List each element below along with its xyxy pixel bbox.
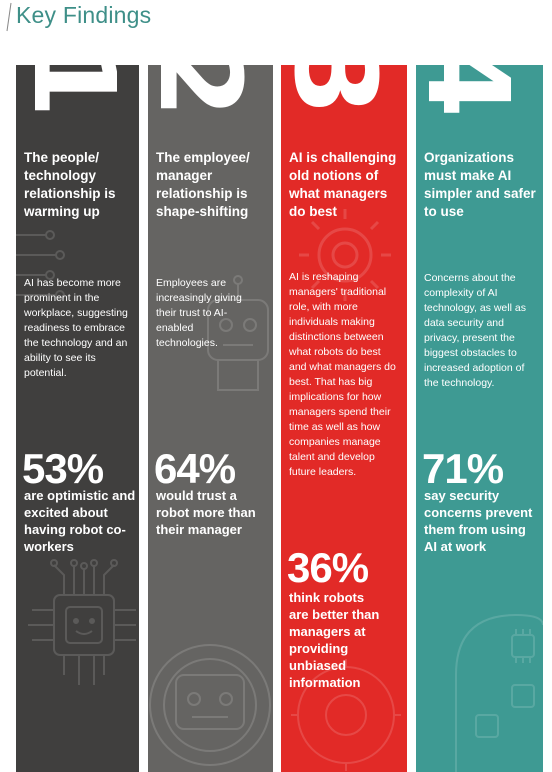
- finding-stat: 53%: [22, 445, 104, 492]
- finding-number: 3: [281, 65, 399, 116]
- finding-stat-caption: say security concerns prevent them from …: [424, 488, 533, 554]
- finding-number: 1: [16, 65, 138, 118]
- robot-head-icon: [446, 585, 543, 772]
- finding-stat-caption: would trust a robot more than their mana…: [156, 488, 256, 537]
- robot-head-icon: [188, 270, 273, 400]
- robot-chip-icon: [24, 555, 139, 770]
- finding-stat-caption: are optimistic and excited about having …: [24, 488, 136, 554]
- finding-stat: 64%: [154, 445, 236, 492]
- finding-heading: AI is challenging old notions of what ma…: [289, 150, 397, 219]
- decorative-line-icon: [6, 2, 12, 32]
- finding-column-4: 4 Organizations must make AI simpler and…: [416, 65, 543, 772]
- page-title: Key Findings: [16, 2, 152, 28]
- finding-column-1: 1 The people/ technology relationship is…: [16, 65, 139, 772]
- finding-stat: 71%: [422, 445, 504, 492]
- gear-icon: [295, 205, 395, 305]
- finding-body: Employees are increasingly giving their …: [156, 277, 242, 349]
- finding-heading: The employee/ manager relationship is sh…: [156, 150, 250, 219]
- finding-heading: The people/ technology relationship is w…: [24, 150, 116, 219]
- finding-body: Concerns about the complexity of AI tech…: [424, 272, 526, 389]
- finding-heading: Organizations must make AI simpler and s…: [424, 150, 536, 219]
- robot-head-icon: [148, 625, 273, 772]
- finding-number: 2: [148, 65, 264, 118]
- robot-head-icon: [291, 655, 401, 772]
- circuit-decoration-icon: [16, 215, 76, 335]
- finding-number: 4: [416, 65, 532, 118]
- finding-stat: 36%: [287, 544, 369, 591]
- finding-column-2: 2 The employee/ manager relationship is …: [148, 65, 273, 772]
- finding-stat-caption: think robots are better than managers at…: [289, 590, 380, 690]
- finding-body: AI has become more prominent in the work…: [24, 277, 128, 379]
- finding-column-3: 3 AI is challenging old notions of what …: [281, 65, 407, 772]
- finding-body: AI is reshaping managers' traditional ro…: [289, 271, 396, 478]
